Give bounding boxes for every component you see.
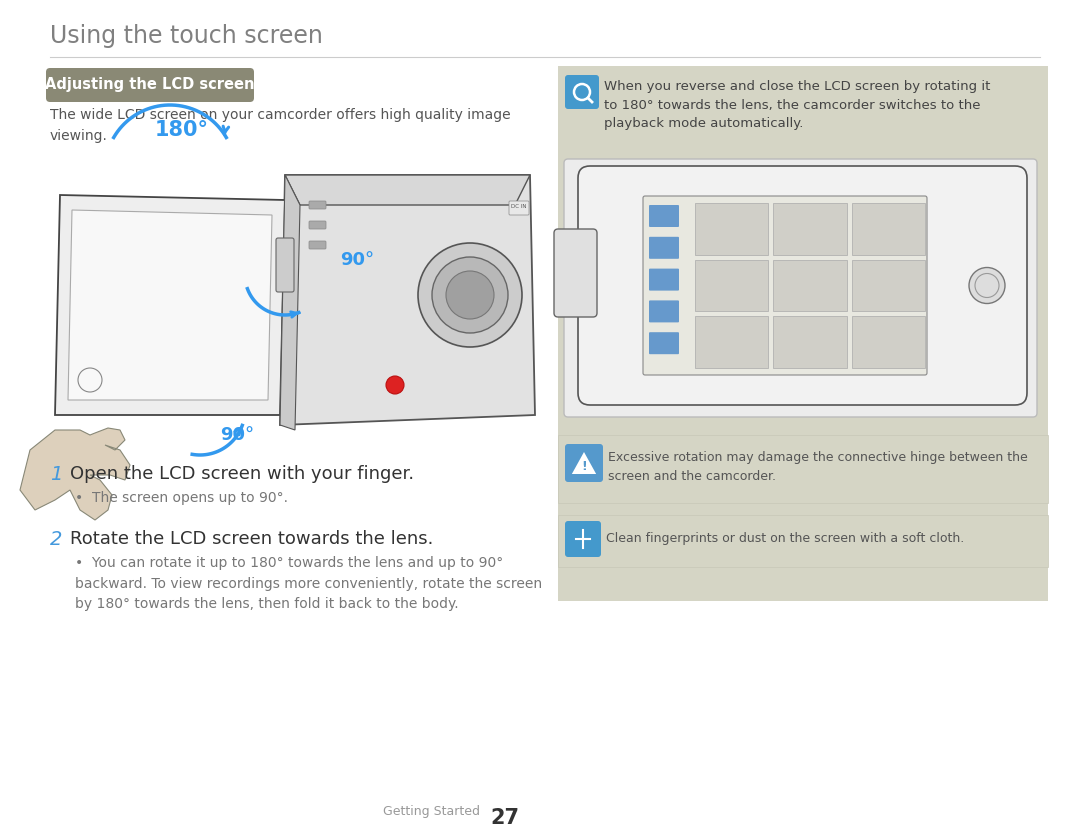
Text: 27: 27: [490, 808, 519, 825]
FancyBboxPatch shape: [46, 68, 254, 102]
Circle shape: [418, 243, 522, 347]
Text: Adjusting the LCD screen: Adjusting the LCD screen: [45, 78, 255, 92]
FancyBboxPatch shape: [852, 203, 924, 255]
FancyBboxPatch shape: [649, 237, 679, 259]
FancyBboxPatch shape: [696, 316, 768, 368]
Text: 1: 1: [50, 465, 63, 484]
FancyBboxPatch shape: [558, 435, 1048, 503]
FancyBboxPatch shape: [696, 260, 768, 311]
FancyBboxPatch shape: [773, 316, 847, 368]
FancyBboxPatch shape: [558, 66, 1048, 601]
FancyBboxPatch shape: [276, 238, 294, 292]
Text: 180°: 180°: [156, 120, 210, 140]
FancyBboxPatch shape: [649, 269, 679, 290]
Circle shape: [386, 376, 404, 394]
FancyBboxPatch shape: [565, 521, 600, 557]
Polygon shape: [285, 175, 530, 205]
Text: 90°: 90°: [340, 251, 374, 269]
Text: !: !: [581, 460, 586, 473]
FancyBboxPatch shape: [565, 75, 599, 109]
Text: 90°: 90°: [220, 426, 254, 444]
Polygon shape: [68, 210, 272, 400]
FancyBboxPatch shape: [696, 203, 768, 255]
Text: Rotate the LCD screen towards the lens.: Rotate the LCD screen towards the lens.: [70, 530, 433, 548]
Polygon shape: [571, 452, 596, 474]
Polygon shape: [280, 175, 300, 430]
Circle shape: [432, 257, 508, 333]
Text: The wide LCD screen on your camcorder offers high quality image
viewing.: The wide LCD screen on your camcorder of…: [50, 108, 511, 143]
FancyBboxPatch shape: [643, 196, 927, 375]
Text: •  The screen opens up to 90°.: • The screen opens up to 90°.: [75, 491, 288, 505]
Text: Using the touch screen: Using the touch screen: [50, 24, 323, 48]
FancyBboxPatch shape: [565, 444, 603, 482]
Text: Clean fingerprints or dust on the screen with a soft cloth.: Clean fingerprints or dust on the screen…: [606, 532, 964, 545]
FancyBboxPatch shape: [554, 229, 597, 317]
FancyBboxPatch shape: [649, 300, 679, 323]
Text: Open the LCD screen with your finger.: Open the LCD screen with your finger.: [70, 465, 414, 483]
FancyBboxPatch shape: [309, 201, 326, 209]
FancyBboxPatch shape: [309, 241, 326, 249]
FancyBboxPatch shape: [558, 515, 1048, 567]
FancyBboxPatch shape: [649, 205, 679, 227]
Polygon shape: [280, 175, 535, 425]
Circle shape: [969, 267, 1005, 304]
FancyBboxPatch shape: [852, 316, 924, 368]
Text: Getting Started: Getting Started: [383, 805, 480, 818]
Circle shape: [446, 271, 494, 319]
FancyBboxPatch shape: [309, 221, 326, 229]
Text: 2: 2: [50, 530, 63, 549]
FancyBboxPatch shape: [773, 260, 847, 311]
Text: Excessive rotation may damage the connective hinge between the
screen and the ca: Excessive rotation may damage the connec…: [608, 451, 1028, 483]
FancyBboxPatch shape: [578, 166, 1027, 405]
Text: When you reverse and close the LCD screen by rotating it
to 180° towards the len: When you reverse and close the LCD scree…: [604, 80, 990, 130]
FancyBboxPatch shape: [649, 332, 679, 354]
FancyBboxPatch shape: [773, 203, 847, 255]
Text: •  You can rotate it up to 180° towards the lens and up to 90°
backward. To view: • You can rotate it up to 180° towards t…: [75, 556, 542, 611]
FancyBboxPatch shape: [564, 159, 1037, 417]
Polygon shape: [55, 195, 285, 415]
FancyBboxPatch shape: [852, 260, 924, 311]
Text: DC IN: DC IN: [511, 205, 527, 210]
PathPatch shape: [21, 428, 130, 520]
FancyBboxPatch shape: [509, 201, 529, 215]
